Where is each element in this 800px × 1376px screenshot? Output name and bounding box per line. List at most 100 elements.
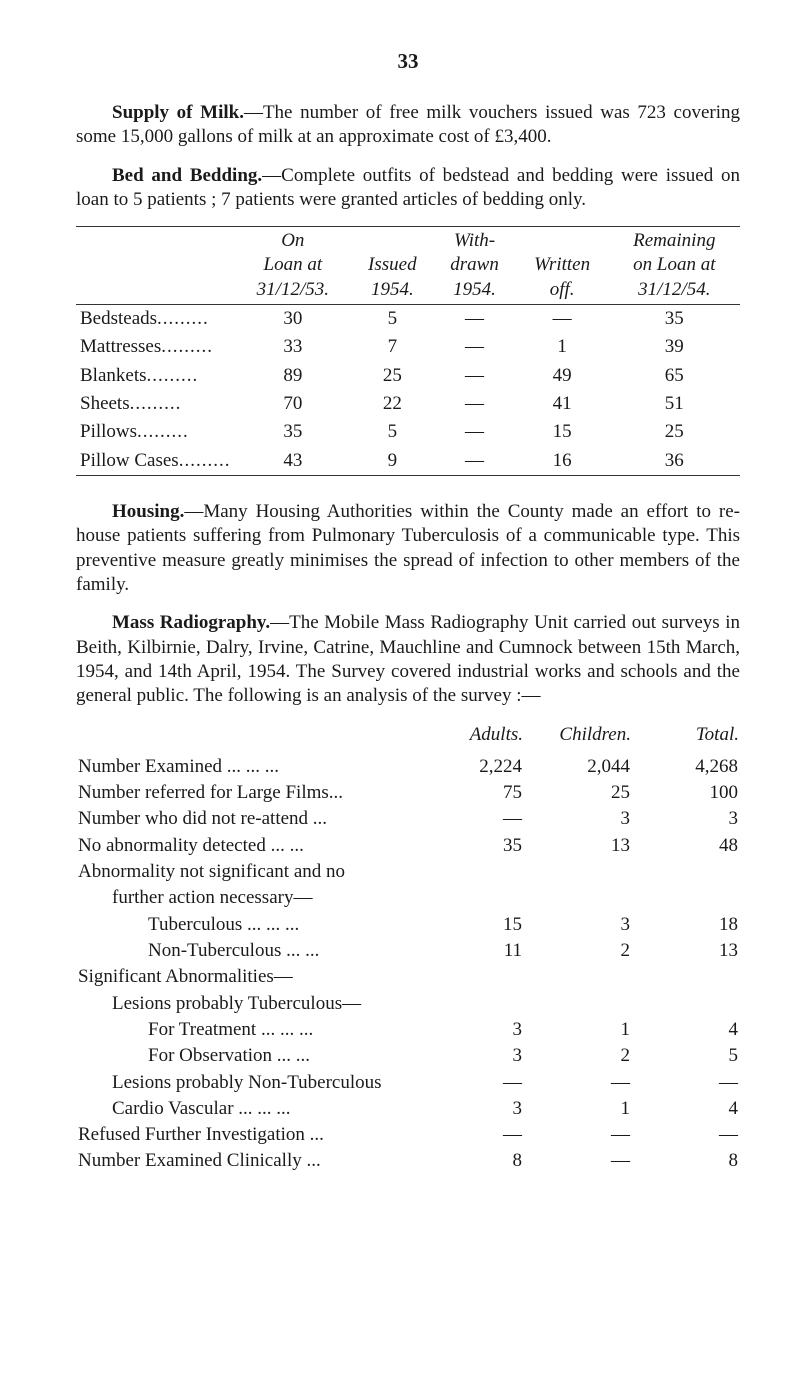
row-label: Mattresses xyxy=(76,333,234,361)
cell-total xyxy=(664,964,740,990)
cell: — xyxy=(433,362,515,390)
th-total: Total. xyxy=(664,722,740,753)
table-row: Significant Abnormalities— xyxy=(76,964,740,990)
table-row: Cardio Vascular ... ... ...314 xyxy=(76,1096,740,1122)
table-survey: Adults. Children. Total. Number Examined… xyxy=(76,722,740,1174)
cell: 49 xyxy=(516,362,609,390)
table-row: Non-Tuberculous ... ...11213 xyxy=(76,938,740,964)
table-row: Pillow Cases439—1636 xyxy=(76,447,740,476)
table-row: Blankets8925—4965 xyxy=(76,362,740,390)
row-label: Non-Tuberculous ... ... xyxy=(76,938,448,964)
cell: 25 xyxy=(609,418,740,446)
cell-children xyxy=(556,991,632,1017)
row-label: Sheets xyxy=(76,390,234,418)
cell-total: 4,268 xyxy=(664,754,740,780)
row-label: Lesions probably Non-Tuberculous xyxy=(76,1070,448,1096)
cell-adults: — xyxy=(448,1070,524,1096)
row-label: For Treatment ... ... ... xyxy=(76,1017,448,1043)
table-row: No abnormality detected ... ...351348 xyxy=(76,833,740,859)
cell-total: — xyxy=(664,1122,740,1148)
cell-total xyxy=(664,859,740,885)
row-label: Lesions probably Tuberculous— xyxy=(76,991,448,1017)
table-row: Lesions probably Tuberculous— xyxy=(76,991,740,1017)
th-withdrawn: With- drawn 1954. xyxy=(433,227,515,305)
cell-children xyxy=(556,885,632,911)
cell: 39 xyxy=(609,333,740,361)
cell-adults: 2,224 xyxy=(448,754,524,780)
cell-total: 48 xyxy=(664,833,740,859)
cell-adults: 75 xyxy=(448,780,524,806)
cell: 89 xyxy=(234,362,351,390)
cell: 16 xyxy=(516,447,609,476)
cell: — xyxy=(433,390,515,418)
cell-children: 2 xyxy=(556,1043,632,1069)
paragraph-milk: Supply of Milk.—The number of free milk … xyxy=(76,101,740,150)
cell: 35 xyxy=(234,418,351,446)
cell-adults: 15 xyxy=(448,912,524,938)
cell-children: 3 xyxy=(556,806,632,832)
row-label: Number referred for Large Films... xyxy=(76,780,448,806)
table-bedding: On Loan at 31/12/53. Issued 1954. With- … xyxy=(76,226,740,476)
row-label: Cardio Vascular ... ... ... xyxy=(76,1096,448,1122)
table-row: Refused Further Investigation ...——— xyxy=(76,1122,740,1148)
lead-milk: Supply of Milk. xyxy=(112,102,244,123)
cell-adults: 11 xyxy=(448,938,524,964)
th-writtenoff: Written off. xyxy=(516,227,609,305)
table-row: Pillows355—1525 xyxy=(76,418,740,446)
cell-children xyxy=(556,964,632,990)
cell-adults xyxy=(448,859,524,885)
row-label: Bedsteads xyxy=(76,305,234,333)
row-label: Number who did not re-attend ... xyxy=(76,806,448,832)
table-row: Sheets7022—4151 xyxy=(76,390,740,418)
row-label: Refused Further Investigation ... xyxy=(76,1122,448,1148)
table-row: Lesions probably Non-Tuberculous——— xyxy=(76,1070,740,1096)
cell-adults: 3 xyxy=(448,1017,524,1043)
cell: 1 xyxy=(516,333,609,361)
cell: 41 xyxy=(516,390,609,418)
table-row: further action necessary— xyxy=(76,885,740,911)
cell-children: 3 xyxy=(556,912,632,938)
cell-total: 3 xyxy=(664,806,740,832)
row-label: Number Examined ... ... ... xyxy=(76,754,448,780)
row-label: Number Examined Clinically ... xyxy=(76,1148,448,1174)
cell-total: 18 xyxy=(664,912,740,938)
th-children: Children. xyxy=(556,722,632,753)
th-onloan: On Loan at 31/12/53. xyxy=(234,227,351,305)
table-row: Bedsteads305——35 xyxy=(76,305,740,333)
table-row: For Observation ... ...325 xyxy=(76,1043,740,1069)
table-row: Number Examined ... ... ...2,224 2,044 4,2… xyxy=(76,754,740,780)
cell: 7 xyxy=(351,333,433,361)
cell: — xyxy=(433,333,515,361)
table-row: Tuberculous ... ... ...15318 xyxy=(76,912,740,938)
row-label: Abnormality not significant and no xyxy=(76,859,448,885)
cell-total: 8 xyxy=(664,1148,740,1174)
page-number: 33 xyxy=(76,48,740,75)
table-row: Number Examined Clinically ...8—8 xyxy=(76,1148,740,1174)
th-adults: Adults. xyxy=(448,722,524,753)
cell: 43 xyxy=(234,447,351,476)
cell-total: 4 xyxy=(664,1096,740,1122)
cell-adults xyxy=(448,991,524,1017)
th-remaining: Remaining on Loan at 31/12/54. xyxy=(609,227,740,305)
table-row: Number referred for Large Films...752510… xyxy=(76,780,740,806)
cell: 36 xyxy=(609,447,740,476)
cell-adults xyxy=(448,964,524,990)
cell-children: 2,044 xyxy=(556,754,632,780)
row-label: For Observation ... ... xyxy=(76,1043,448,1069)
cell: 35 xyxy=(609,305,740,333)
cell-children: — xyxy=(556,1148,632,1174)
cell: 22 xyxy=(351,390,433,418)
cell: 30 xyxy=(234,305,351,333)
cell: — xyxy=(433,447,515,476)
table-row: Mattresses337—139 xyxy=(76,333,740,361)
cell-total: 100 xyxy=(664,780,740,806)
cell: 25 xyxy=(351,362,433,390)
cell: 9 xyxy=(351,447,433,476)
cell-children: 13 xyxy=(556,833,632,859)
cell-adults xyxy=(448,885,524,911)
cell-children: 1 xyxy=(556,1096,632,1122)
cell: 70 xyxy=(234,390,351,418)
cell: — xyxy=(433,418,515,446)
cell: 33 xyxy=(234,333,351,361)
lead-mass: Mass Radiography. xyxy=(112,612,270,633)
